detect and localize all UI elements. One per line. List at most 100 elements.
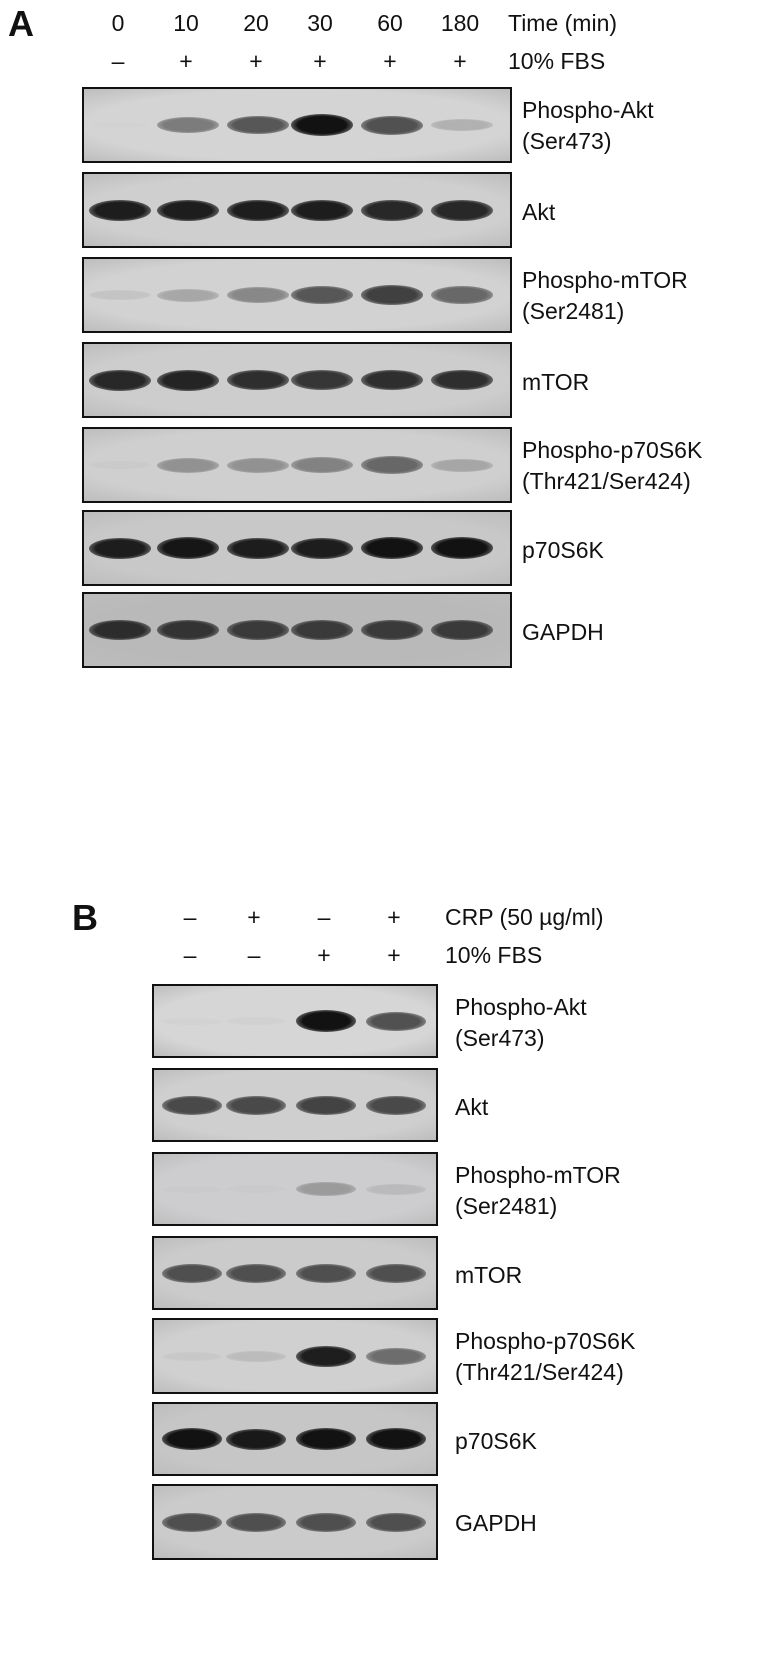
- blot-b-3: [152, 1236, 438, 1310]
- band-a-2-3: [291, 286, 353, 304]
- fbs-a-value-0: –: [111, 48, 125, 74]
- blot-label-line2: (Thr421/Ser424): [522, 468, 691, 494]
- band-a-0-4: [361, 115, 423, 135]
- blot-label-a-5: p70S6K: [522, 535, 604, 566]
- fbs-a-value-2: +: [249, 48, 263, 74]
- band-a-1-0: [89, 199, 151, 221]
- band-b-4-3: [366, 1347, 426, 1365]
- band-a-3-4: [361, 370, 423, 390]
- time-value-3: 30: [307, 10, 333, 36]
- band-b-3-1: [226, 1263, 286, 1283]
- crp-value-0: –: [183, 904, 197, 930]
- blot-b-6: [152, 1484, 438, 1560]
- band-a-2-5: [431, 286, 493, 304]
- time-value-2: 20: [243, 10, 269, 36]
- band-a-3-5: [431, 370, 493, 390]
- fbs-a-value-1: +: [179, 48, 193, 74]
- crp-value-3: +: [387, 904, 401, 930]
- band-b-5-2: [296, 1428, 356, 1450]
- blot-label-line2: (Ser2481): [522, 298, 625, 324]
- fbs-label-a: 10% FBS: [508, 48, 606, 74]
- blot-label-a-0: Phospho-Akt (Ser473): [522, 95, 654, 157]
- band-a-2-1: [157, 288, 219, 302]
- band-b-2-0: [162, 1185, 222, 1193]
- band-b-2-1: [226, 1185, 286, 1193]
- blot-label-a-4: Phospho-p70S6K (Thr421/Ser424): [522, 435, 702, 497]
- blot-a-4: [82, 427, 512, 503]
- blot-label-line1: Phospho-Akt: [522, 97, 654, 123]
- band-a-0-3: [291, 114, 353, 136]
- band-a-2-2: [227, 287, 289, 303]
- band-a-6-5: [431, 620, 493, 640]
- blot-a-0: [82, 87, 512, 163]
- band-a-6-3: [291, 620, 353, 640]
- band-a-6-2: [227, 620, 289, 640]
- fbs-b-value-2: +: [317, 942, 331, 968]
- band-b-1-1: [226, 1095, 286, 1115]
- band-b-6-0: [162, 1512, 222, 1532]
- band-a-1-4: [361, 199, 423, 221]
- blot-label-line1: Phospho-p70S6K: [455, 1328, 636, 1354]
- band-b-5-1: [226, 1428, 286, 1450]
- band-b-1-3: [366, 1095, 426, 1115]
- band-a-3-0: [89, 369, 151, 391]
- band-a-4-3: [291, 457, 353, 473]
- blot-label-b-0: Phospho-Akt (Ser473): [455, 992, 587, 1054]
- band-b-2-2: [296, 1182, 356, 1196]
- band-a-5-1: [157, 537, 219, 559]
- fbs-a-value-4: +: [383, 48, 397, 74]
- blot-label-b-3: mTOR: [455, 1260, 522, 1291]
- band-a-0-0: [89, 122, 151, 128]
- blot-label-line1: Akt: [455, 1094, 489, 1120]
- crp-value-2: –: [317, 904, 331, 930]
- blot-label-b-6: GAPDH: [455, 1508, 537, 1539]
- blot-label-line2: (Ser473): [522, 128, 612, 154]
- band-b-4-2: [296, 1345, 356, 1367]
- blot-label-line2: (Ser473): [455, 1025, 545, 1051]
- blot-label-a-6: GAPDH: [522, 617, 604, 648]
- band-a-5-2: [227, 537, 289, 559]
- time-value-1: 10: [173, 10, 199, 36]
- band-a-1-3: [291, 199, 353, 221]
- blot-label-b-1: Akt: [455, 1092, 488, 1123]
- band-b-1-2: [296, 1095, 356, 1115]
- blot-a-1: [82, 172, 512, 248]
- blot-a-2: [82, 257, 512, 333]
- blot-label-line1: Phospho-Akt: [455, 994, 587, 1020]
- fbs-a-value-5: +: [453, 48, 467, 74]
- band-a-5-3: [291, 537, 353, 559]
- band-a-0-2: [227, 116, 289, 134]
- band-a-4-1: [157, 457, 219, 473]
- blot-b-0: [152, 984, 438, 1058]
- blot-label-a-2: Phospho-mTOR (Ser2481): [522, 265, 688, 327]
- band-b-3-3: [366, 1263, 426, 1283]
- blot-b-1: [152, 1068, 438, 1142]
- band-a-4-4: [361, 456, 423, 474]
- band-a-6-4: [361, 620, 423, 640]
- blot-b-5: [152, 1402, 438, 1476]
- band-a-2-0: [89, 290, 151, 300]
- blot-a-5: [82, 510, 512, 586]
- crp-label: CRP (50 µg/ml): [445, 904, 604, 930]
- band-b-4-1: [226, 1350, 286, 1362]
- band-a-3-1: [157, 369, 219, 391]
- fbs-a-value-3: +: [313, 48, 327, 74]
- band-a-4-2: [227, 457, 289, 473]
- band-a-1-2: [227, 199, 289, 221]
- band-b-0-1: [226, 1017, 286, 1025]
- blot-label-a-3: mTOR: [522, 367, 589, 398]
- blot-label-line1: Akt: [522, 199, 556, 225]
- band-b-6-1: [226, 1512, 286, 1532]
- band-b-4-0: [162, 1351, 222, 1361]
- fbs-b-value-1: –: [247, 942, 261, 968]
- blot-label-line2: (Thr421/Ser424): [455, 1359, 624, 1385]
- blot-label-line1: Phospho-mTOR: [522, 267, 688, 293]
- blot-label-b-4: Phospho-p70S6K (Thr421/Ser424): [455, 1326, 635, 1388]
- band-b-6-3: [366, 1512, 426, 1532]
- band-a-5-4: [361, 537, 423, 559]
- band-b-0-3: [366, 1011, 426, 1031]
- time-label: Time (min): [508, 10, 618, 36]
- band-b-1-0: [162, 1095, 222, 1115]
- band-a-4-5: [431, 458, 493, 472]
- blot-label-line1: p70S6K: [522, 537, 604, 563]
